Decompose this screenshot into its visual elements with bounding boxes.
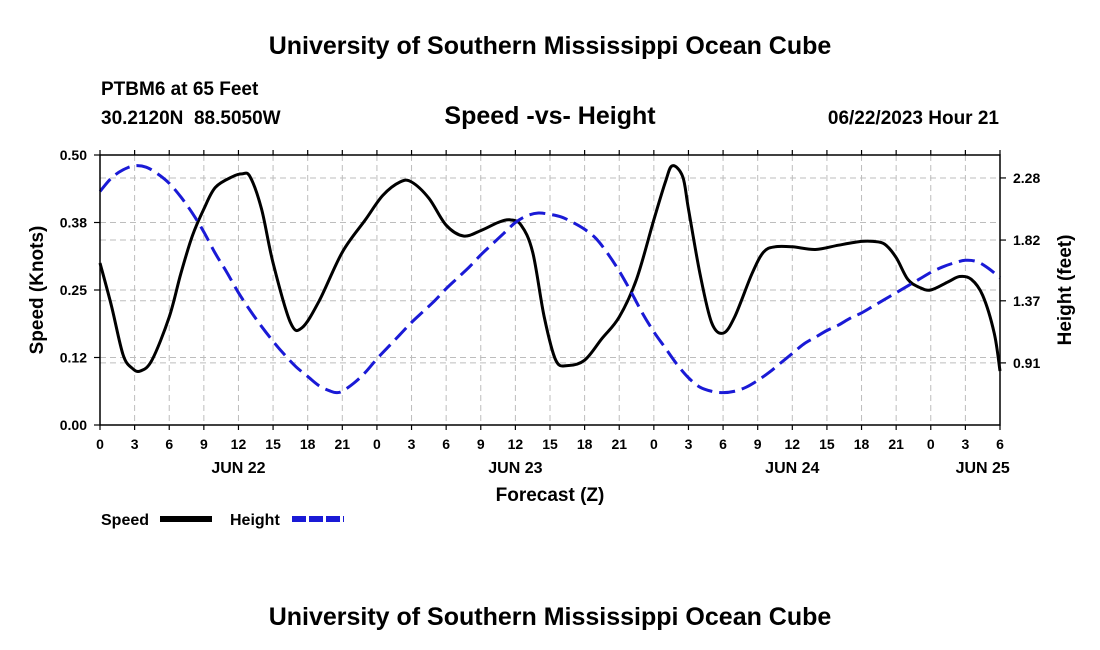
legend-speed-label: Speed <box>101 512 149 529</box>
x-tick-label: 21 <box>611 436 627 452</box>
x-tick-label: 6 <box>719 436 727 452</box>
y-left-tick-label: 0.38 <box>60 215 87 231</box>
x-tick-label: 18 <box>577 436 593 452</box>
series-line-speed <box>98 164 1002 374</box>
x-tick-label: 0 <box>96 436 104 452</box>
x-tick-label: 3 <box>961 436 969 452</box>
x-tick-label: 6 <box>165 436 173 452</box>
x-axis-title: Forecast (Z) <box>496 485 605 506</box>
axis-ticks <box>94 150 1006 430</box>
x-tick-label: 6 <box>442 436 450 452</box>
legend: Speed Height <box>101 512 344 529</box>
y-right-tick-label: 0.91 <box>1013 355 1040 371</box>
x-tick-label: 12 <box>785 436 801 452</box>
y-right-tick-label: 1.37 <box>1013 293 1040 309</box>
x-tick-label: 0 <box>927 436 935 452</box>
x-tick-label: 15 <box>542 436 558 452</box>
x-tick-label: 18 <box>300 436 316 452</box>
y-left-tick-label: 0.00 <box>60 417 87 433</box>
x-tick-label: 15 <box>265 436 281 452</box>
station-coords: 30.2120N 88.5050W <box>101 108 281 129</box>
x-tick-label: 3 <box>685 436 693 452</box>
y-left-tick-label: 0.50 <box>60 147 87 163</box>
y-left-tick-label: 0.12 <box>60 350 87 366</box>
chart-series <box>98 164 1002 395</box>
x-date-label: JUN 24 <box>765 460 819 477</box>
x-tick-label: 9 <box>200 436 208 452</box>
chart-gridlines <box>100 155 1000 425</box>
station-label: PTBM6 at 65 Feet <box>101 79 259 100</box>
x-tick-label: 21 <box>888 436 904 452</box>
x-tick-label: 9 <box>754 436 762 452</box>
y-left-tick-label: 0.25 <box>60 282 87 298</box>
y-right-tick-label: 2.28 <box>1013 170 1040 186</box>
series-line-height <box>98 164 1001 395</box>
x-tick-label: 15 <box>819 436 835 452</box>
plot-frame <box>99 154 1001 426</box>
x-date-label: JUN 23 <box>488 460 542 477</box>
y-axis-left-title: Speed (Knots) <box>27 226 48 355</box>
forecast-date: 06/22/2023 Hour 21 <box>828 108 1000 129</box>
y-axis-right-title: Height (feet) <box>1055 235 1076 346</box>
x-tick-label: 21 <box>335 436 351 452</box>
legend-height-label: Height <box>230 512 280 529</box>
y-right-tick-label: 1.82 <box>1013 232 1040 248</box>
x-tick-label: 3 <box>408 436 416 452</box>
x-tick-label: 3 <box>131 436 139 452</box>
x-date-label: JUN 25 <box>956 460 1010 477</box>
x-tick-label: 12 <box>508 436 524 452</box>
x-tick-label: 0 <box>373 436 381 452</box>
x-tick-label: 6 <box>996 436 1004 452</box>
x-tick-label: 0 <box>650 436 658 452</box>
x-date-label: JUN 22 <box>211 460 265 477</box>
x-tick-label: 18 <box>854 436 870 452</box>
chart-title: Speed -vs- Height <box>444 102 656 130</box>
x-tick-label: 12 <box>231 436 247 452</box>
main-title: University of Southern Mississippi Ocean… <box>269 32 832 60</box>
x-tick-label: 9 <box>477 436 485 452</box>
axis-labels: 0 3 6 9 12 15 18 21 0 3 6 9 12 15 18 21 0 3 6 9 12 15 18 21 0 3 6 0… <box>60 147 1041 477</box>
footer-title: University of Southern Mississippi Ocean… <box>269 603 832 631</box>
